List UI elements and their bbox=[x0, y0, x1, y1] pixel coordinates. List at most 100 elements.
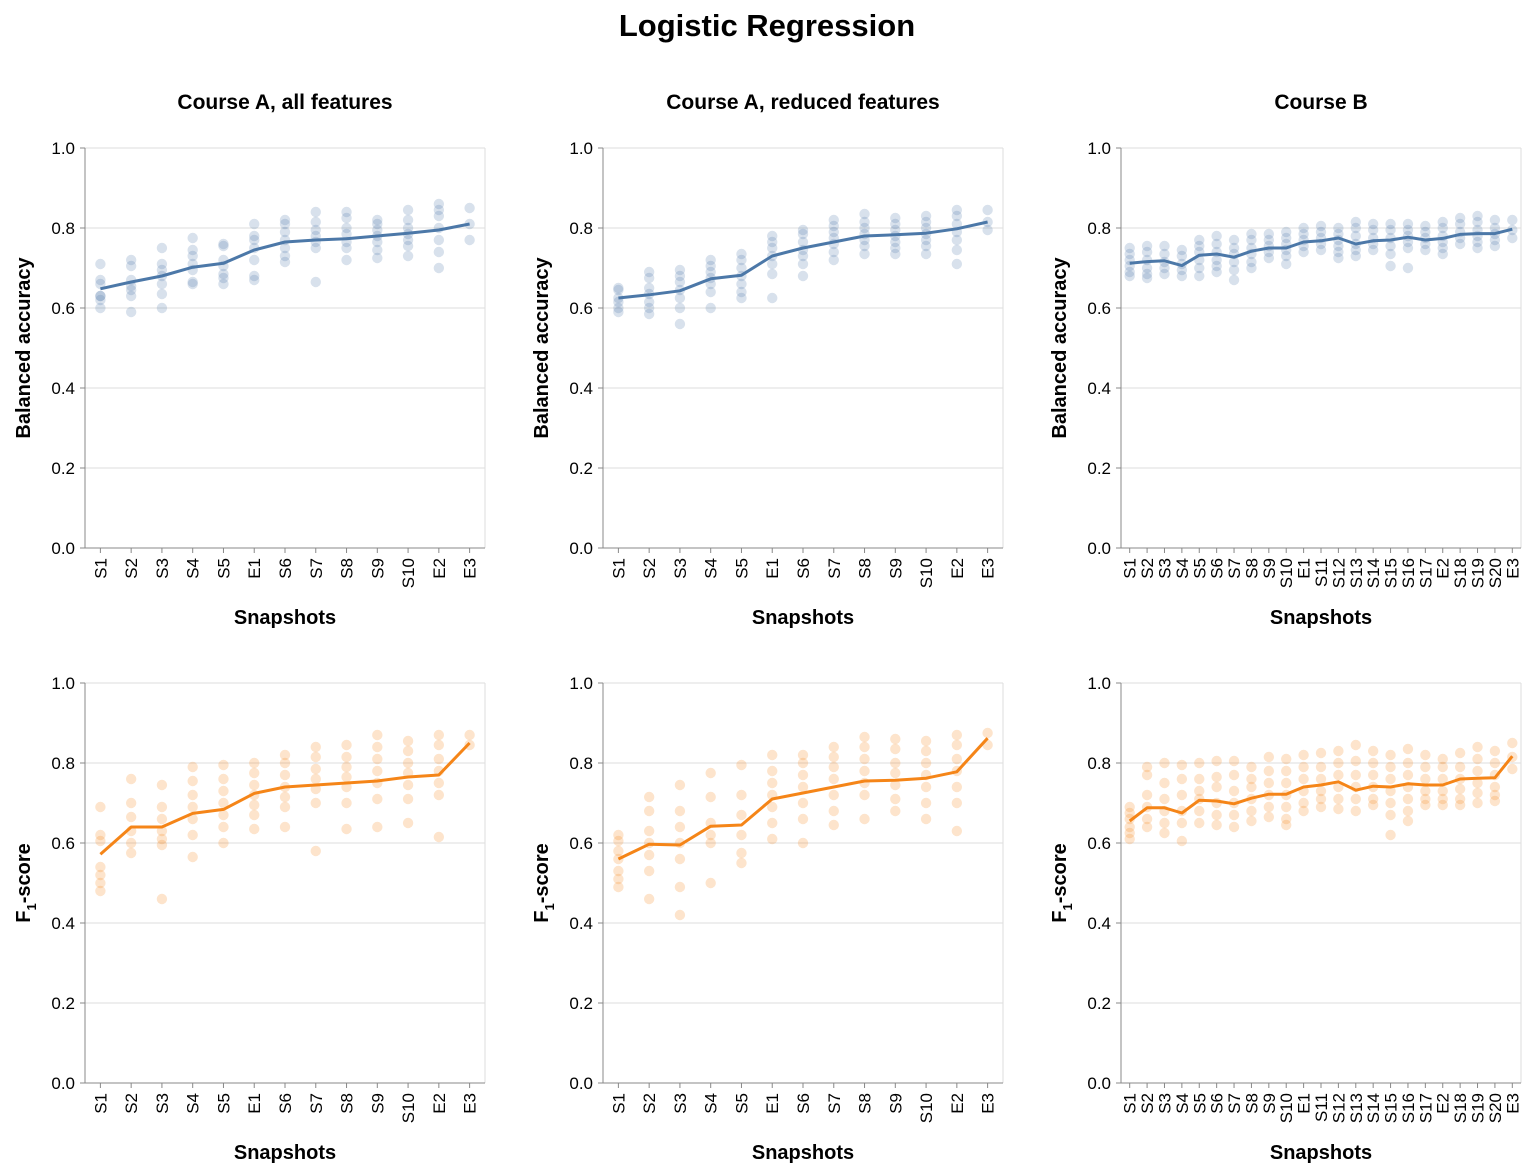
data-point bbox=[1159, 262, 1170, 274]
x-tick-label: S3 bbox=[1155, 558, 1174, 579]
data-point bbox=[1385, 218, 1396, 230]
data-point bbox=[797, 813, 809, 825]
x-tick-label: S1 bbox=[609, 558, 628, 579]
data-point bbox=[643, 302, 655, 314]
data-point bbox=[1437, 785, 1448, 797]
data-point bbox=[767, 242, 778, 254]
x-tick-label: S4 bbox=[1173, 558, 1192, 579]
data-point bbox=[1367, 793, 1379, 805]
x-tick-label: S3 bbox=[153, 1093, 172, 1114]
x-tick-label: S9 bbox=[886, 1093, 905, 1114]
data-point bbox=[1402, 224, 1414, 236]
data-point bbox=[951, 753, 963, 765]
y-tick-label: 0.4 bbox=[1087, 914, 1111, 933]
data-point bbox=[767, 833, 778, 845]
data-point bbox=[279, 218, 291, 230]
data-point bbox=[736, 262, 747, 274]
y-tick-label: 0.4 bbox=[1087, 379, 1111, 398]
data-point bbox=[1402, 805, 1414, 817]
x-tick-label: S7 bbox=[825, 558, 844, 579]
data-point bbox=[1211, 230, 1222, 242]
data-point bbox=[187, 250, 198, 262]
data-point bbox=[674, 853, 686, 865]
data-point bbox=[1350, 769, 1361, 781]
data-point bbox=[1472, 777, 1483, 789]
data-point bbox=[187, 829, 198, 841]
data-point bbox=[705, 829, 716, 841]
data-point bbox=[1437, 793, 1448, 805]
data-point bbox=[767, 258, 778, 270]
data-point bbox=[310, 276, 321, 288]
data-point bbox=[1350, 244, 1361, 256]
data-point bbox=[1454, 799, 1466, 811]
data-point bbox=[1437, 216, 1448, 228]
data-point bbox=[613, 835, 624, 847]
y-axis-title-subscript: 1 bbox=[24, 903, 39, 910]
panel-title: Course B bbox=[1274, 91, 1367, 114]
x-tick-label: S3 bbox=[671, 558, 690, 579]
data-point bbox=[1263, 751, 1275, 763]
data-point bbox=[1315, 761, 1327, 773]
data-point bbox=[1472, 242, 1483, 254]
x-axis-title: Snapshots bbox=[234, 607, 336, 629]
data-point bbox=[613, 829, 624, 841]
data-point bbox=[1385, 829, 1396, 841]
data-point bbox=[643, 282, 655, 294]
x-tick-label: S19 bbox=[1469, 1093, 1488, 1123]
data-point bbox=[372, 753, 383, 765]
x-tick-label: S1 bbox=[91, 558, 110, 579]
y-tick-label: 0.6 bbox=[569, 834, 593, 853]
data-point bbox=[1159, 777, 1170, 789]
data-point bbox=[767, 268, 778, 280]
data-point bbox=[402, 757, 414, 769]
data-point bbox=[1211, 809, 1222, 821]
data-point bbox=[674, 909, 686, 921]
data-point bbox=[341, 761, 352, 773]
x-tick-label: S5 bbox=[1190, 558, 1209, 579]
panel-1-2: Course A, reduced features 0.0 0.2 0.4 0.6 0.… bbox=[531, 91, 1004, 629]
y-axis-title: F1-score bbox=[13, 843, 39, 922]
x-tick-label: S4 bbox=[702, 558, 721, 579]
data-point bbox=[890, 757, 901, 769]
y-axis-title-rest: -score bbox=[1049, 843, 1071, 903]
data-point bbox=[982, 216, 993, 228]
data-point bbox=[1141, 769, 1153, 781]
data-point bbox=[736, 829, 747, 841]
data-point bbox=[218, 240, 229, 252]
data-point bbox=[1333, 769, 1344, 781]
data-point bbox=[828, 226, 839, 238]
data-point bbox=[1141, 240, 1153, 252]
data-point bbox=[1298, 773, 1309, 785]
x-tick-label: S9 bbox=[886, 558, 905, 579]
data-point bbox=[951, 825, 963, 837]
y-axis-title-rest: -score bbox=[531, 843, 553, 903]
x-tick-label: S16 bbox=[1399, 558, 1418, 588]
data-point bbox=[890, 248, 901, 260]
data-point bbox=[1472, 741, 1483, 753]
mean-line bbox=[99, 741, 471, 856]
data-point bbox=[1281, 258, 1292, 270]
data-point bbox=[1472, 765, 1483, 777]
data-point bbox=[1281, 765, 1292, 777]
data-point bbox=[705, 260, 716, 272]
data-point bbox=[890, 733, 901, 745]
x-tick-label: E3 bbox=[979, 1093, 998, 1114]
data-point bbox=[1333, 252, 1344, 264]
x-tick-label: S12 bbox=[1329, 558, 1348, 588]
data-point bbox=[1194, 270, 1205, 282]
data-point bbox=[951, 739, 963, 751]
data-point bbox=[341, 228, 352, 240]
data-point bbox=[767, 749, 778, 761]
data-point bbox=[1176, 817, 1188, 829]
y-tick-label: 0.2 bbox=[1087, 459, 1111, 478]
data-point bbox=[859, 216, 870, 228]
data-point bbox=[920, 745, 932, 757]
data-point bbox=[1141, 272, 1153, 284]
data-point bbox=[372, 252, 383, 264]
data-point bbox=[402, 793, 414, 805]
data-point bbox=[797, 837, 809, 849]
data-point bbox=[705, 877, 716, 889]
data-point bbox=[890, 743, 901, 755]
data-point bbox=[643, 865, 655, 877]
x-tick-label: S12 bbox=[1329, 1093, 1348, 1123]
